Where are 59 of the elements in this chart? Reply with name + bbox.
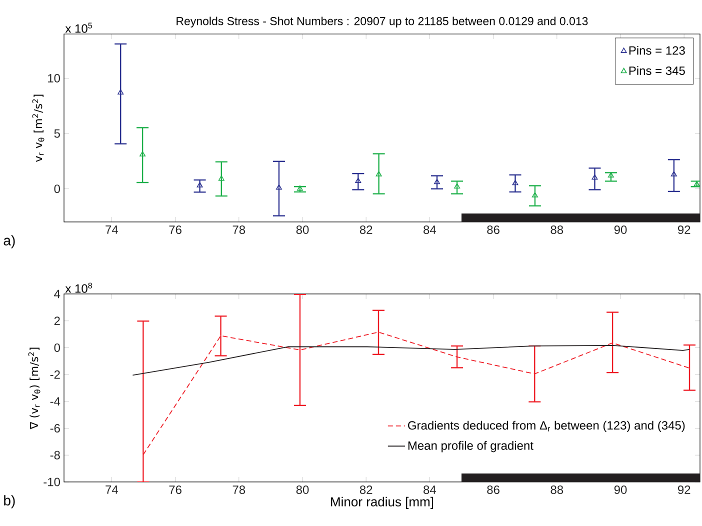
x-axis-title: Minor radius [mm] (331, 496, 434, 509)
point (296, 185, 303, 191)
point (376, 171, 382, 176)
point (218, 175, 224, 181)
point (608, 172, 614, 178)
x-tick-label: 76 (169, 486, 182, 494)
point (512, 180, 518, 186)
line-series (132, 344, 690, 376)
y-tick-label: 2 (54, 316, 60, 326)
x-tick-label: 82 (360, 226, 372, 234)
legend-label: Pins = 123 (629, 46, 685, 55)
x-tick-label: 76 (169, 226, 182, 234)
x-tick-label: 80 (296, 226, 309, 234)
x-tick-label: 78 (232, 486, 246, 494)
chart-title: Reynolds Stress - Shot Numbers : 20907 up to 21185 between 0.0129 and 0.013 (176, 16, 588, 28)
x-tick-label: 82 (360, 486, 372, 494)
point (532, 192, 538, 198)
point (118, 89, 124, 94)
y-tick-label: 4 (54, 290, 60, 298)
legend-label: Gradients deduced from Δ$_{r}$ between (123) and (345) (408, 420, 685, 432)
x-tick-label: 78 (232, 226, 246, 234)
point (434, 178, 440, 184)
legend-label: Mean profile of gradient (408, 441, 534, 452)
point (355, 178, 362, 183)
x-tick-label: 74 (106, 486, 118, 494)
y-tick-label: 0 (54, 343, 60, 352)
point (140, 151, 146, 156)
y-tick-label: -10 (44, 478, 60, 486)
text: a) (4, 235, 15, 248)
x-tick-label: 86 (487, 226, 500, 234)
x-tick-label: 74 (106, 226, 118, 234)
point (670, 171, 677, 176)
y-tick-label: -4 (50, 397, 60, 406)
text: b) (4, 495, 15, 508)
text: x 10$^{8}$ (65, 282, 92, 293)
x-tick-label: 84 (424, 226, 436, 234)
text: x 10$^{5}$ (65, 22, 92, 33)
x-tick-label: 92 (678, 486, 690, 494)
x-tick-label: 88 (550, 226, 564, 234)
y-tick-label: -6 (50, 424, 60, 433)
x-tick-label: 88 (550, 486, 564, 494)
x-tick-label: 84 (424, 486, 436, 494)
point (196, 182, 203, 188)
y-axis-title: ∇ (v$_{r}$ v$_{θ}$) [m/s$^{2}$] (28, 348, 40, 430)
y-tick-label: -2 (50, 370, 60, 379)
x-tick-label: 90 (614, 226, 627, 234)
y-tick-label: -8 (50, 450, 60, 460)
point (694, 180, 700, 186)
y-tick-label: 10 (48, 74, 60, 82)
x-tick-label: 80 (296, 486, 309, 494)
legend-label: Pins = 345 (629, 66, 685, 75)
y-tick-label: 0 (54, 184, 60, 194)
x-tick-label: 92 (678, 226, 690, 234)
x-tick-label: 90 (614, 486, 627, 494)
y-tick-label: 5 (54, 129, 60, 138)
text: v$_{r}$ v$_{θ}$ [m$^{2}$/s$^{2}$] (32, 94, 44, 162)
x-tick-label: 86 (487, 486, 500, 494)
point (592, 174, 598, 180)
point (276, 184, 282, 190)
